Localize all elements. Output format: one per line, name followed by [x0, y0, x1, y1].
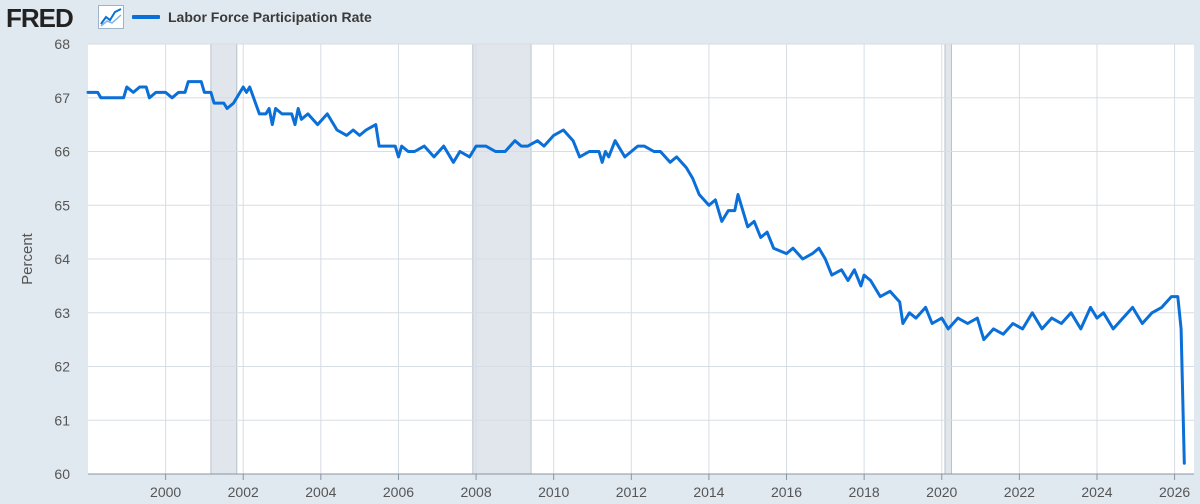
y-tick-label: 63: [54, 305, 70, 321]
x-tick-label: 2016: [771, 484, 802, 500]
x-tick-label: 2006: [383, 484, 414, 500]
y-axis-label: Percent: [19, 232, 36, 285]
x-tick-label: 2008: [460, 484, 491, 500]
y-tick-label: 62: [54, 359, 70, 375]
x-tick-label: 2024: [1081, 484, 1112, 500]
x-tick-label: 2026: [1159, 484, 1190, 500]
y-tick-label: 65: [54, 197, 70, 213]
series-layer: [86, 80, 1186, 465]
y-tick-label: 60: [54, 466, 70, 482]
x-tick-label: 2004: [305, 484, 336, 500]
x-tick-label: 2020: [926, 484, 957, 500]
legend-swatch: [132, 15, 160, 19]
x-tick-label: 2000: [150, 484, 181, 500]
series-line: [86, 80, 1186, 465]
legend-label: Labor Force Participation Rate: [168, 9, 372, 25]
x-tick-label: 2018: [849, 484, 880, 500]
axes: 60 61 62 63 64 65 66 67 68 2000 2002 2004 2006 2008 20…: [19, 36, 1194, 500]
line-chart-icon[interactable]: [98, 5, 124, 29]
y-tick-label: 67: [54, 90, 70, 106]
y-tick-label: 64: [54, 251, 70, 267]
x-tick-label: 2014: [693, 484, 724, 500]
x-tick-label: 2012: [616, 484, 647, 500]
y-tick-label: 68: [54, 36, 70, 52]
chart-legend: Labor Force Participation Rate: [132, 6, 372, 28]
fred-logo[interactable]: FRED: [6, 3, 74, 33]
y-tick-label: 61: [54, 412, 70, 428]
x-tick-label: 2010: [538, 484, 569, 500]
y-tick-label: 66: [54, 144, 70, 160]
chart-header: FRED Labor Force Participation Rate: [0, 0, 1200, 36]
x-tick-label: 2002: [228, 484, 259, 500]
x-tick-label: 2022: [1004, 484, 1035, 500]
